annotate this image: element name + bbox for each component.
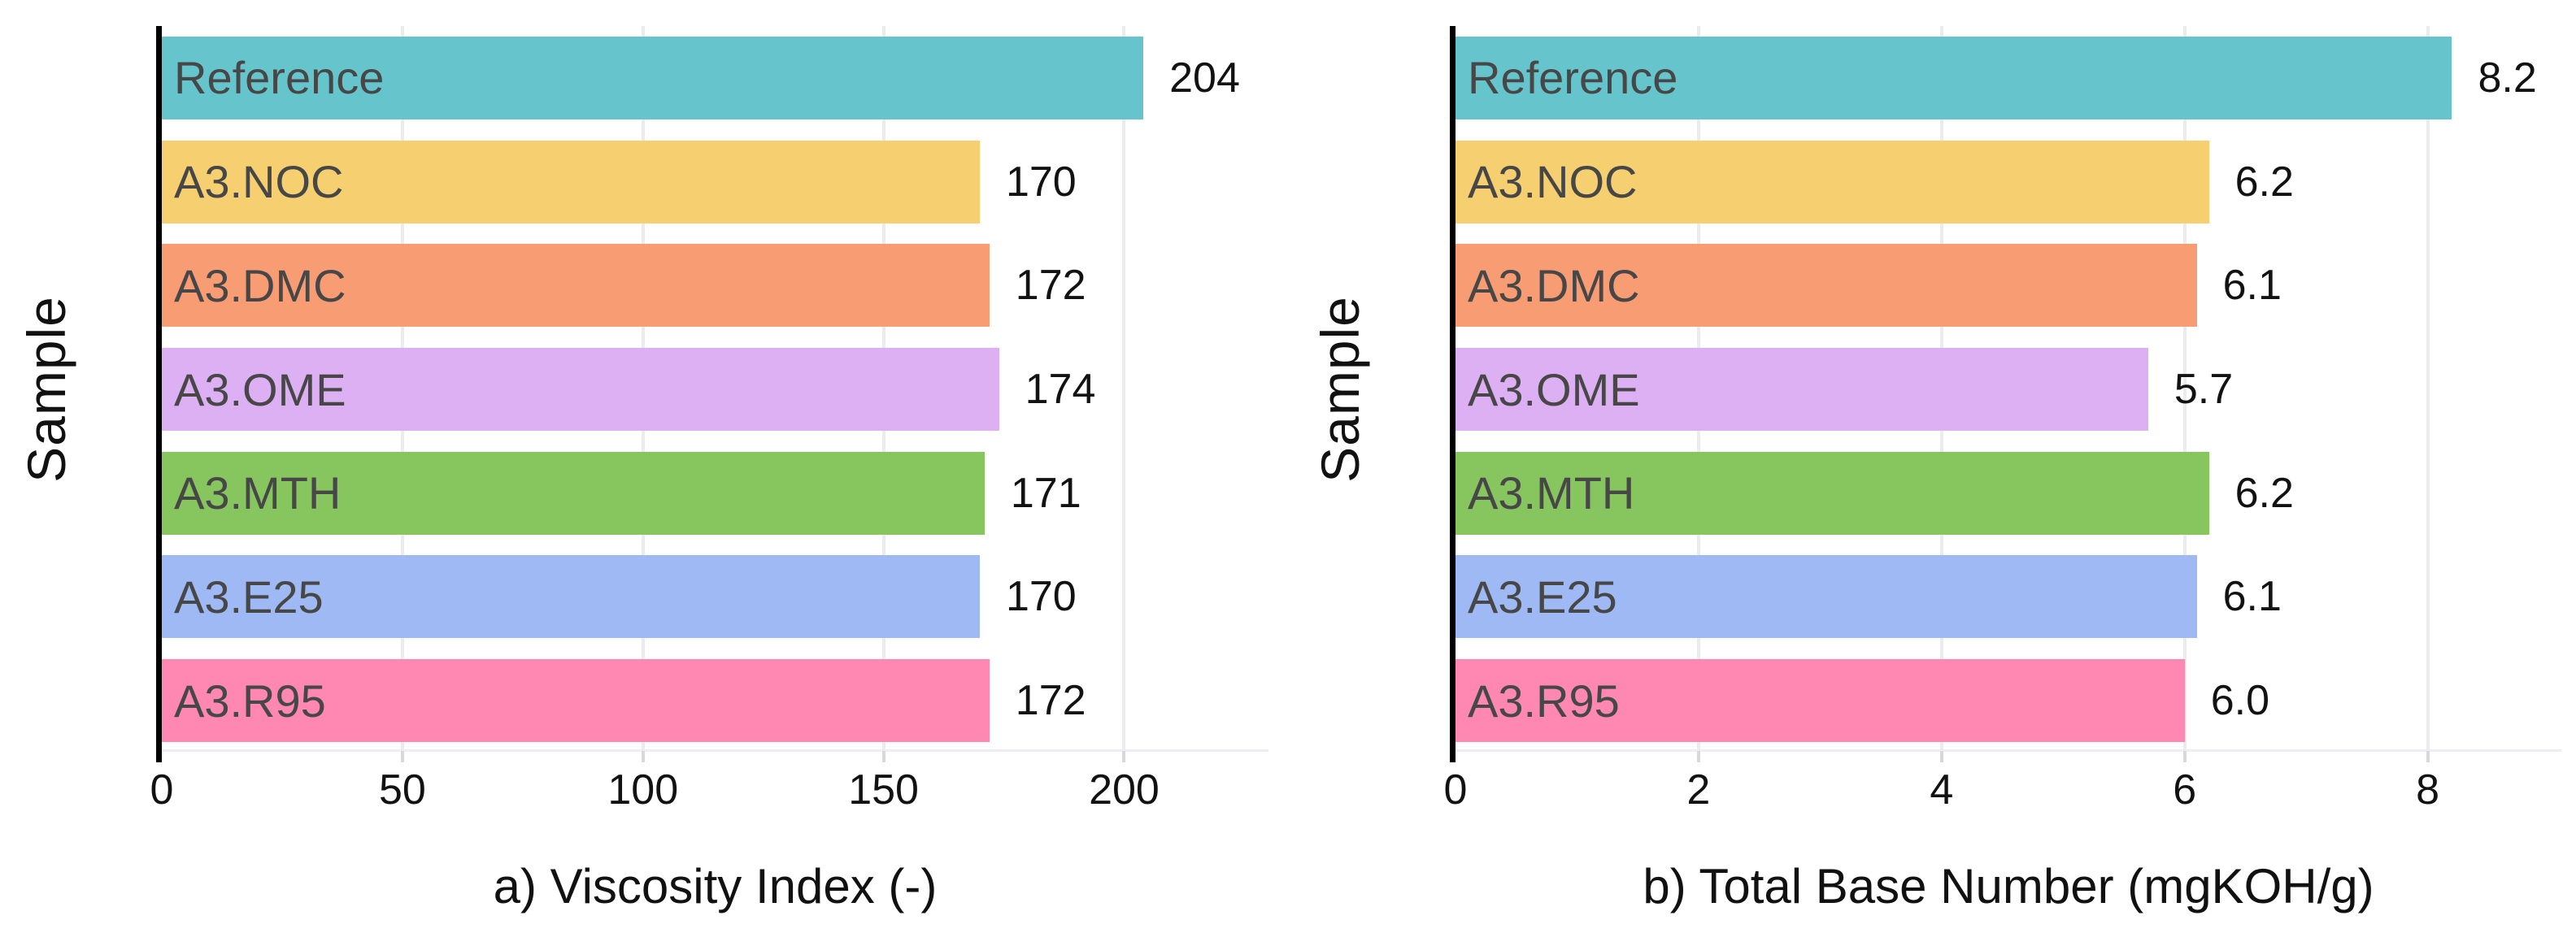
bar-category-label: Reference [174, 52, 385, 104]
bar: A3.R95 [162, 659, 990, 743]
bar-category-label: A3.DMC [174, 259, 346, 311]
bar-value-label: 6.2 [2234, 469, 2294, 517]
x-tick-mark [1696, 751, 1700, 762]
x-tick-mark [2426, 751, 2430, 762]
x-gridline [1122, 26, 1126, 751]
y-axis-line [156, 26, 162, 762]
x-tick-mark [1122, 751, 1126, 762]
plot-area-bottom-border [162, 749, 1268, 752]
x-tick-label: 200 [1089, 766, 1160, 814]
x-tick-label: 4 [1930, 766, 1954, 814]
x-tick-mark [881, 751, 886, 762]
x-tick-label: 6 [2173, 766, 2197, 814]
bar: A3.R95 [1456, 659, 2185, 743]
y-axis-line [1450, 26, 1456, 762]
chart-title: a) Viscosity Index (-) [493, 859, 938, 913]
chart-title: b) Total Base Number (mgKOH/g) [1643, 859, 2374, 913]
x-tick-mark [641, 751, 645, 762]
bar-category-label: Reference [1468, 52, 1678, 104]
bar: Reference [1456, 36, 2452, 119]
bar-value-label: 170 [1005, 573, 1077, 621]
x-tick-label: 8 [2416, 766, 2440, 814]
bar-category-label: A3.NOC [174, 156, 344, 208]
bar-category-label: A3.OME [174, 363, 346, 415]
x-tick-label: 0 [1443, 766, 1468, 814]
x-gridline [2426, 26, 2430, 751]
y-axis-label: Sample [1310, 296, 1370, 483]
bar-value-label: 171 [1010, 469, 1081, 517]
bar: A3.E25 [162, 555, 980, 639]
plot-area-bottom-border [1456, 749, 2561, 752]
x-tick-mark [400, 751, 404, 762]
bar-category-label: A3.E25 [174, 571, 324, 623]
bar: A3.NOC [1456, 140, 2209, 223]
bar-value-label: 204 [1169, 54, 1240, 102]
bar: A3.OME [1456, 348, 2148, 431]
bar: Reference [162, 36, 1144, 119]
bar: A3.OME [162, 348, 999, 431]
x-tick-label: 0 [150, 766, 174, 814]
bar: A3.MTH [1456, 451, 2209, 535]
bar: A3.MTH [162, 451, 985, 535]
bar-value-label: 6.1 [2222, 573, 2282, 621]
bar-value-label: 8.2 [2478, 54, 2537, 102]
bar-category-label: A3.NOC [1468, 156, 1638, 208]
bar-value-label: 5.7 [2174, 366, 2234, 413]
bar-category-label: A3.DMC [1468, 259, 1640, 311]
bar: A3.NOC [162, 140, 980, 223]
bar: A3.E25 [1456, 555, 2197, 639]
bar-category-label: A3.R95 [174, 675, 326, 727]
y-axis-label: Sample [16, 296, 76, 483]
bar-category-label: A3.MTH [1468, 467, 1635, 519]
bar-value-label: 174 [1025, 366, 1096, 413]
bar: A3.DMC [1456, 244, 2197, 328]
x-gridline [2182, 26, 2187, 751]
x-tick-mark [1939, 751, 1943, 762]
bar-value-label: 6.2 [2234, 158, 2294, 206]
bar-value-label: 170 [1005, 158, 1077, 206]
bar-value-label: 172 [1015, 262, 1086, 310]
bar-value-label: 6.1 [2222, 262, 2282, 310]
bar-category-label: A3.OME [1468, 363, 1640, 415]
bar-category-label: A3.E25 [1468, 571, 1617, 623]
x-tick-label: 100 [607, 766, 679, 814]
x-tick-label: 150 [848, 766, 919, 814]
bar-category-label: A3.R95 [1468, 675, 1620, 727]
bar-value-label: 6.0 [2210, 677, 2269, 725]
bar: A3.DMC [162, 244, 990, 328]
bar-category-label: A3.MTH [174, 467, 342, 519]
x-tick-mark [2182, 751, 2187, 762]
x-tick-label: 50 [378, 766, 426, 814]
x-tick-label: 2 [1686, 766, 1711, 814]
bar-value-label: 172 [1015, 677, 1086, 725]
